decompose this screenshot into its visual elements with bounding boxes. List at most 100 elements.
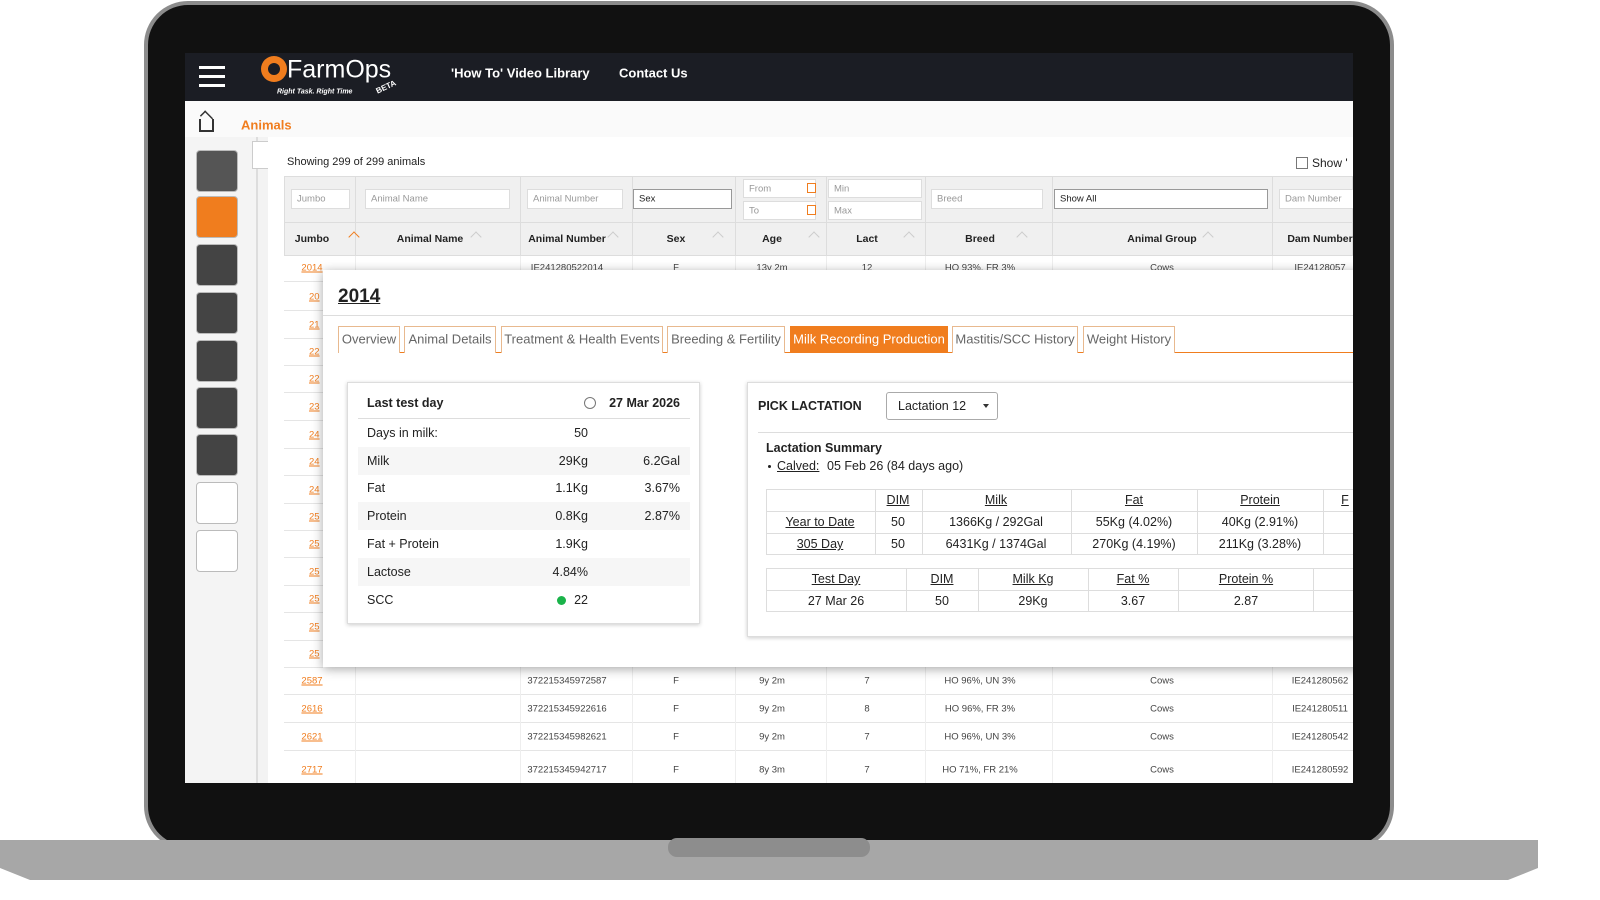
jumbo-link[interactable]: 24	[309, 429, 320, 441]
tab-label[interactable]: Weight History	[1086, 331, 1172, 347]
cell: Cows	[1150, 731, 1174, 743]
jumbo-link[interactable]: 2717	[301, 764, 323, 776]
tab-label[interactable]: Animal Details	[408, 331, 492, 347]
menu-icon[interactable]	[199, 84, 225, 87]
filter-input[interactable]	[828, 179, 922, 198]
menu-icon[interactable]	[199, 75, 225, 78]
tab[interactable]	[404, 326, 496, 353]
column-header[interactable]: Animal Number	[528, 233, 606, 245]
cell: 12	[861, 262, 873, 274]
jumbo-link[interactable]: 2014	[301, 262, 323, 274]
tagline: Right Task. Right Time	[277, 88, 353, 96]
table-header: Protein %	[1218, 572, 1274, 586]
jumbo-link[interactable]: 20	[309, 291, 320, 303]
column-divider	[632, 176, 633, 256]
nav-link[interactable]: 'How To' Video Library	[451, 65, 590, 81]
tab[interactable]	[952, 326, 1078, 353]
cell: 9y 2m	[759, 675, 785, 687]
tab-label[interactable]: Treatment & Health Events	[504, 331, 660, 347]
select-value[interactable]: Lactation 12	[898, 399, 967, 413]
tab[interactable]	[501, 326, 663, 353]
cell: F	[673, 703, 679, 715]
filter-select[interactable]	[633, 189, 732, 209]
sidebar-icon[interactable]	[196, 530, 238, 572]
tab-label[interactable]: Mastitis/SCC History	[955, 331, 1075, 347]
home-icon[interactable]	[199, 119, 214, 132]
cell: 50	[891, 515, 905, 529]
filter-input[interactable]	[527, 189, 623, 209]
jumbo-link[interactable]: 2621	[301, 731, 323, 743]
cell: 8	[864, 703, 870, 715]
column-header[interactable]: Age	[762, 233, 782, 245]
tab[interactable]	[667, 326, 785, 353]
sidebar-icon[interactable]	[196, 482, 238, 524]
column-header[interactable]: Animal Group	[1127, 233, 1197, 245]
sidebar-icon[interactable]	[196, 196, 238, 238]
lactation-select[interactable]	[886, 392, 998, 420]
row-divider	[284, 722, 1353, 723]
metric-value: 50	[574, 426, 588, 440]
filter-input[interactable]	[931, 189, 1043, 209]
sidebar-icon[interactable]	[196, 292, 238, 334]
calendar-icon[interactable]	[807, 205, 816, 215]
jumbo-link[interactable]: 24	[309, 484, 320, 496]
filter-input[interactable]	[365, 189, 510, 209]
filter-placeholder: From	[749, 183, 772, 194]
row-divider	[766, 511, 1353, 512]
filter-input[interactable]	[1279, 189, 1353, 209]
cell: HO 71%, FR 21%	[942, 764, 1018, 776]
row-divider	[284, 475, 323, 476]
column-header[interactable]: Animal Name	[396, 233, 464, 245]
jumbo-link[interactable]: 25	[309, 566, 320, 578]
column-header[interactable]: Lact	[856, 233, 878, 245]
tab-label[interactable]: Milk Recording Production	[793, 331, 945, 347]
filter-input[interactable]	[828, 201, 922, 220]
tab[interactable]	[790, 326, 948, 353]
jumbo-link[interactable]: 24	[309, 456, 320, 468]
table-header: Test Day	[811, 572, 861, 586]
calendar-icon[interactable]	[807, 183, 816, 193]
row-divider	[284, 365, 323, 366]
column-header[interactable]: Dam Number	[1287, 233, 1353, 245]
jumbo-link[interactable]: 21	[309, 319, 320, 331]
sidebar-icon[interactable]	[196, 340, 238, 382]
jumbo-link[interactable]: 25	[309, 648, 320, 660]
nav-link[interactable]: Contact Us	[619, 65, 688, 81]
tab[interactable]	[338, 326, 400, 353]
menu-icon[interactable]	[199, 66, 225, 69]
tab-label[interactable]: Overview	[341, 331, 397, 347]
jumbo-link[interactable]: 25	[309, 511, 320, 523]
tab-label[interactable]: Breeding & Fertility	[671, 331, 781, 347]
cell: 1366Kg / 292Gal	[949, 515, 1043, 529]
jumbo-link[interactable]: 23	[309, 401, 320, 413]
column-header[interactable]: Sex	[666, 233, 686, 245]
jumbo-link[interactable]: 2616	[301, 703, 323, 715]
header-bar	[185, 53, 1353, 101]
jumbo-link[interactable]: 22	[309, 346, 320, 358]
divider	[323, 315, 1353, 316]
sidebar-icon[interactable]	[196, 150, 238, 192]
jumbo-link[interactable]: 25	[309, 538, 320, 550]
column-header[interactable]: Breed	[965, 233, 995, 245]
filter-placeholder: To	[749, 205, 760, 216]
cell: 7	[864, 675, 870, 687]
row-divider	[284, 530, 323, 531]
jumbo-link[interactable]: 25	[309, 593, 320, 605]
cell-divider	[922, 489, 923, 555]
jumbo-link[interactable]: 22	[309, 373, 320, 385]
jumbo-link[interactable]: 25	[309, 621, 320, 633]
tab[interactable]	[1083, 326, 1175, 353]
row-divider	[284, 420, 323, 421]
sidebar-icon[interactable]	[196, 244, 238, 286]
checkbox[interactable]	[1296, 157, 1308, 169]
jumbo-link[interactable]: 2587	[301, 675, 323, 687]
column-header[interactable]: Jumbo	[294, 233, 330, 245]
cell: Cows	[1150, 262, 1174, 274]
screen: FarmOps Right Task. Right Time BETA 'How To…	[185, 53, 1353, 783]
filter-select[interactable]	[1054, 189, 1268, 209]
filter-input[interactable]	[291, 189, 350, 209]
sidebar-icon[interactable]	[196, 434, 238, 476]
breadcrumb-current[interactable]: Animals	[241, 117, 292, 133]
cell: 7	[864, 731, 870, 743]
sidebar-icon[interactable]	[196, 387, 238, 429]
